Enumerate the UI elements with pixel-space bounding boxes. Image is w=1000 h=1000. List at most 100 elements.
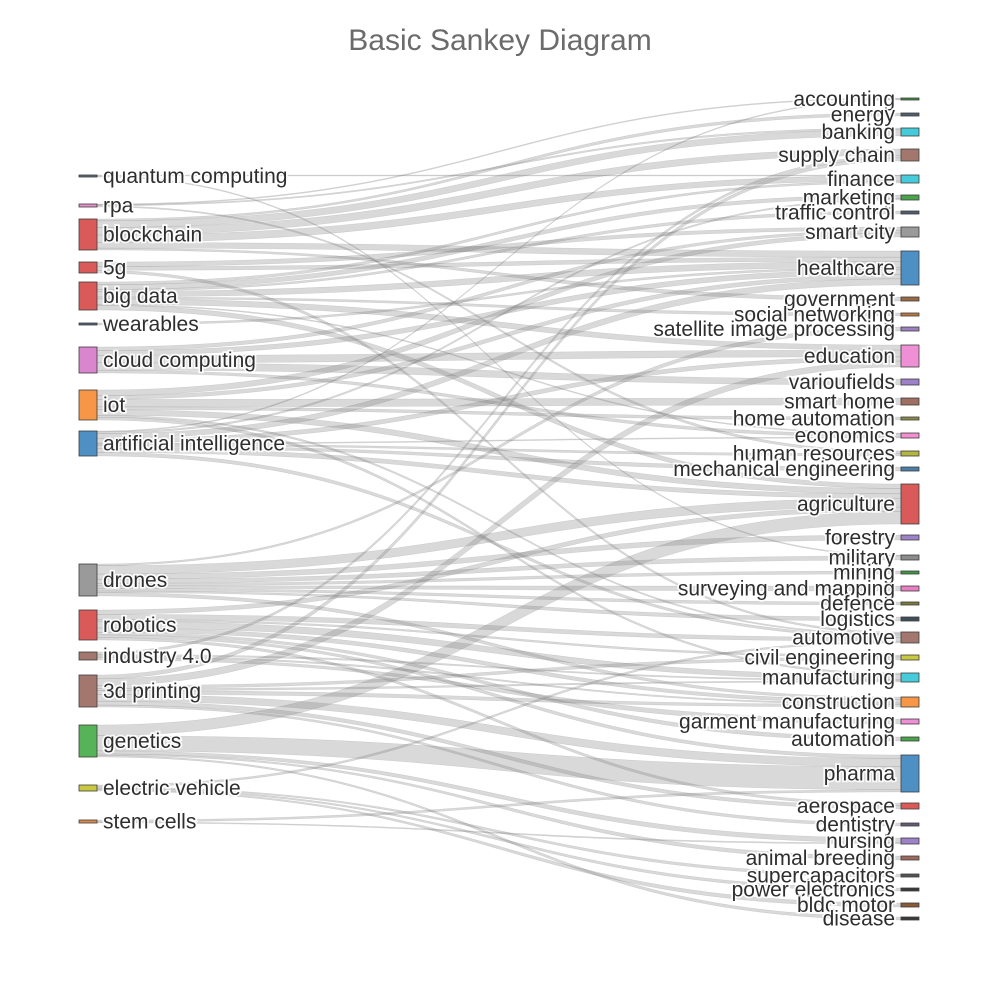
sankey-node-banking[interactable] — [900, 127, 920, 137]
node-label-electric-vehicle: electric vehicle — [103, 777, 241, 800]
node-label-accounting: accounting — [793, 88, 895, 111]
node-label-finance: finance — [827, 168, 895, 191]
sankey-node-wearables[interactable] — [78, 322, 98, 326]
node-label-iot: iot — [103, 394, 125, 417]
sankey-node-education[interactable] — [900, 344, 920, 368]
sankey-node-artificial-intelligence[interactable] — [78, 430, 98, 457]
sankey-node-genetics[interactable] — [78, 724, 98, 758]
sankey-node-drones[interactable] — [78, 563, 98, 597]
sankey-node-automotive[interactable] — [900, 631, 920, 644]
sankey-node-pharma[interactable] — [900, 754, 920, 793]
sankey-node-garment-manufacturing[interactable] — [900, 718, 920, 725]
sankey-node-military[interactable] — [900, 554, 920, 561]
sankey-node-disease[interactable] — [900, 916, 920, 921]
node-label-manufacturing: manufacturing — [762, 667, 895, 690]
node-label-varioufields: varioufields — [789, 371, 895, 394]
node-label-nursing: nursing — [826, 830, 895, 853]
node-label-automation: automation — [791, 728, 895, 751]
node-label-drones: drones — [103, 569, 167, 592]
sankey-link-genetics-to-pharma[interactable] — [96, 735, 902, 790]
sankey-node-bldc-motor[interactable] — [900, 902, 920, 908]
node-label-supercapacitors: supercapacitors — [747, 865, 895, 888]
node-label-animal-breeding: animal breeding — [746, 847, 895, 870]
sankey-node-defence[interactable] — [900, 601, 920, 606]
sankey-node-rpa[interactable] — [78, 203, 98, 208]
sankey-node-supply-chain[interactable] — [900, 148, 920, 162]
node-label-aerospace: aerospace — [797, 795, 895, 818]
sankey-node-traffic-control[interactable] — [900, 210, 920, 215]
node-label-blockchain: blockchain — [103, 224, 202, 247]
sankey-node-stem-cells[interactable] — [78, 819, 98, 824]
sankey-node-mechanical-engineering[interactable] — [900, 466, 920, 472]
node-label-defence: defence — [820, 593, 895, 616]
node-label-civil-engineering: civil engineering — [744, 647, 895, 670]
node-label-social-networking: social networking — [734, 304, 895, 327]
sankey-node-3d-printing[interactable] — [78, 674, 98, 708]
sankey-node-logistics[interactable] — [900, 616, 920, 622]
node-label-robotics: robotics — [103, 614, 177, 637]
sankey-node-electric-vehicle[interactable] — [78, 784, 98, 792]
sankey-node-nursing[interactable] — [900, 837, 920, 845]
nodes-layer — [78, 97, 920, 921]
node-label-stem-cells: stem cells — [103, 811, 196, 834]
sankey-node-varioufields[interactable] — [900, 378, 920, 386]
sankey-node-dentistry[interactable] — [900, 822, 920, 827]
node-label-human-resources: human resources — [733, 443, 895, 466]
node-label-supply-chain: supply chain — [778, 144, 895, 167]
node-label-cloud-computing: cloud computing — [103, 349, 256, 372]
node-label-economics: economics — [795, 425, 895, 448]
sankey-node-quantum-computing[interactable] — [78, 174, 98, 178]
sankey-node-economics[interactable] — [900, 432, 920, 439]
sankey-node-supercapacitors[interactable] — [900, 873, 920, 878]
node-label-garment-manufacturing: garment manufacturing — [679, 711, 895, 734]
sankey-node-forestry[interactable] — [900, 534, 920, 541]
node-label-genetics: genetics — [103, 730, 181, 753]
sankey-node-satellite-image-processing[interactable] — [900, 326, 920, 332]
node-label-education: education — [804, 345, 895, 368]
sankey-node-social-networking[interactable] — [900, 312, 920, 317]
links-layer — [96, 97, 902, 921]
sankey-node-accounting[interactable] — [900, 97, 920, 101]
sankey-node-smart-city[interactable] — [900, 226, 920, 238]
node-label-automotive: automotive — [792, 627, 895, 650]
node-label-mining: mining — [833, 562, 895, 585]
node-label-disease: disease — [823, 908, 895, 931]
node-label-artificial-intelligence: artificial intelligence — [103, 433, 285, 456]
sankey-node-agriculture[interactable] — [900, 483, 920, 525]
sankey-node-human-resources[interactable] — [900, 450, 920, 457]
sankey-node-marketing[interactable] — [900, 194, 920, 201]
sankey-link-iot-to-smart-city[interactable] — [96, 232, 902, 396]
sankey-node-energy[interactable] — [900, 112, 920, 117]
sankey-node-industry-4-0[interactable] — [78, 651, 98, 661]
node-label-smart-city: smart city — [805, 221, 895, 244]
sankey-node-automation[interactable] — [900, 736, 920, 742]
sankey-node-iot[interactable] — [78, 389, 98, 421]
sankey-node-robotics[interactable] — [78, 609, 98, 641]
sankey-node-civil-engineering[interactable] — [900, 654, 920, 661]
sankey-node-finance[interactable] — [900, 174, 920, 184]
node-label-home-automation: home automation — [733, 408, 895, 431]
sankey-node-smart-home[interactable] — [900, 397, 920, 406]
sankey-node-manufacturing[interactable] — [900, 672, 920, 683]
sankey-node-home-automation[interactable] — [900, 416, 920, 421]
node-label-healthcare: healthcare — [797, 257, 895, 280]
sankey-node-power-electronics[interactable] — [900, 887, 920, 892]
sankey-link-stem-cells-to-nursing[interactable] — [96, 821, 902, 845]
sankey-node-big-data[interactable] — [78, 281, 98, 311]
sankey-node-blockchain[interactable] — [78, 218, 98, 251]
node-label-mechanical-engineering: mechanical engineering — [673, 458, 895, 481]
sankey-node-mining[interactable] — [900, 570, 920, 575]
node-label-dentistry: dentistry — [816, 814, 896, 837]
sankey-node-government[interactable] — [900, 296, 920, 302]
sankey-node-aerospace[interactable] — [900, 802, 920, 810]
node-label-bldc-motor: bldc motor — [797, 894, 895, 917]
sankey-node-construction[interactable] — [900, 696, 920, 708]
sankey-node-5g[interactable] — [78, 261, 98, 274]
sankey-node-healthcare[interactable] — [900, 250, 920, 286]
sankey-node-cloud-computing[interactable] — [78, 346, 98, 374]
sankey-node-animal-breeding[interactable] — [900, 855, 920, 861]
sankey-node-surveying-and-mapping[interactable] — [900, 585, 920, 592]
node-label-quantum-computing: quantum computing — [103, 165, 287, 188]
